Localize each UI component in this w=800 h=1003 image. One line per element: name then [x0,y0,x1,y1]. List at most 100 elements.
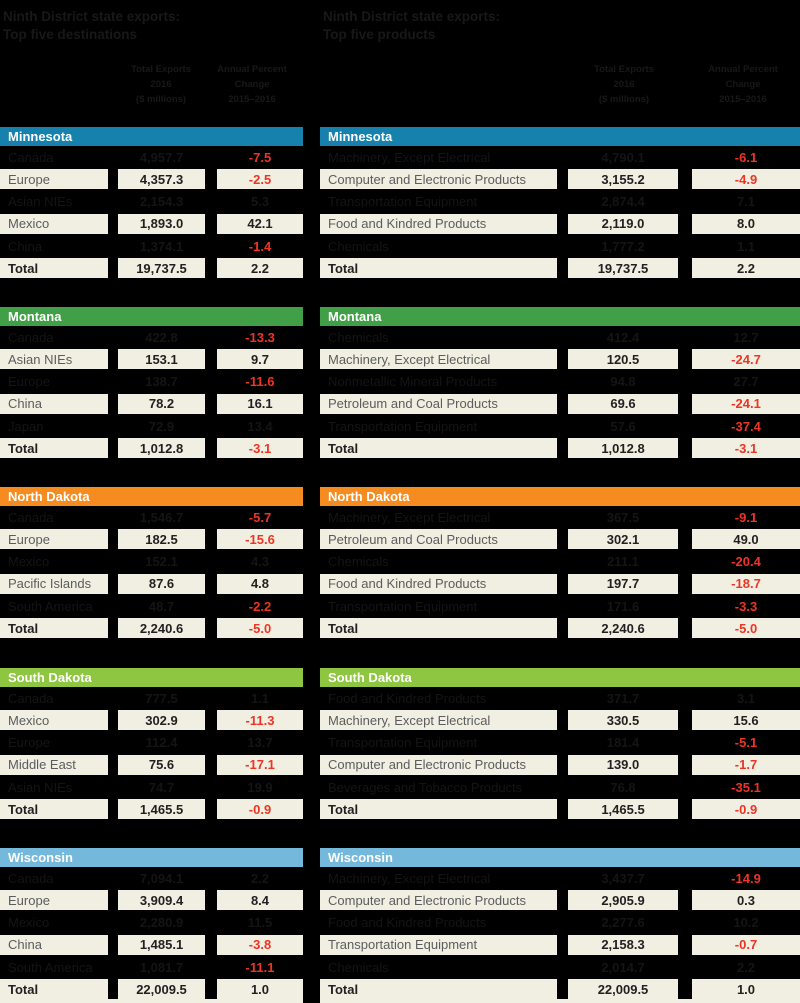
export-value: 1,012.8 [118,438,205,459]
product-label: Chemicals [328,329,389,345]
table-row: China 78.2 16.1 [0,393,303,414]
percent-change: -7.5 [248,149,272,165]
export-value: 1,777.2 [601,238,645,254]
percent-change: -3.8 [217,934,303,955]
destination-label: Europe [8,374,50,390]
percent-change: 8.4 [217,890,303,911]
export-value: 78.2 [118,393,205,414]
percent-change: 11.5 [247,915,273,931]
percent-change: 12.7 [733,329,759,345]
export-value: 422.8 [145,329,178,345]
destinations-table-title: Ninth District state exports: Top five d… [3,8,180,44]
export-value: 7,094.1 [139,870,184,886]
total-row: Total 2,240.6 -5.0 [0,618,303,639]
percent-change: 1.0 [692,979,800,1000]
title-line: Top five destinations [3,27,138,43]
column-header-total-exports: Total Exports 2016 ($ millions) [100,62,222,108]
percent-change: -0.7 [692,934,800,955]
product-label: Transportation Equipment [328,598,478,614]
header-line: 2015–2016 [228,94,276,106]
percent-change: 8.0 [692,213,800,234]
product-label: Food and Kindred Products [320,573,557,594]
export-value: 171.6 [606,598,640,614]
percent-change: -0.9 [692,799,800,820]
percent-change: -0.9 [217,799,303,820]
state-header: North Dakota [0,487,303,506]
export-value: 181.4 [606,735,640,751]
percent-change: -11.3 [217,710,303,731]
percent-change: -24.7 [692,349,800,370]
header-line: ($ millions) [598,94,650,106]
table-row: Petroleum and Coal Products 302.1 49.0 [320,529,800,550]
percent-change: -3.1 [217,438,303,459]
product-label: Computer and Electronic Products [320,169,557,190]
export-value: 182.5 [118,529,205,550]
table-row: Computer and Electronic Products 139.0 -1.… [320,754,800,775]
state-block-montana: Montana Chemicals 412.4 12.7 Machinery, Exce… [320,307,800,461]
destination-label: Canada [8,329,54,345]
percent-change: -17.1 [217,754,303,775]
export-value: 76.8 [610,779,636,795]
percent-change: -37.4 [731,418,761,434]
product-label: Machinery, Except Electrical [320,349,557,370]
state-header: Minnesota [320,127,800,146]
header-line: Change [725,79,761,91]
destination-label: Mexico [0,213,108,234]
state-header: South Dakota [320,668,800,687]
export-value: 371.7 [606,690,640,706]
export-value: 330.5 [568,710,678,731]
percent-change: -3.3 [734,598,758,614]
export-value: 367.5 [606,509,640,525]
product-label: Petroleum and Coal Products [320,529,557,550]
export-value: 94.8 [610,374,636,390]
export-value: 302.9 [118,710,205,731]
table-row: Japan 72.9 13.4 [0,416,303,436]
header-line: Annual Percent [708,64,778,75]
export-value: 211.1 [607,554,639,570]
total-row: Total 22,009.5 1.0 [0,979,303,1000]
total-row: Total 22,009.5 1.0 [320,979,800,1000]
table-row: Food and Kindred Products 371.7 3.1 [320,688,800,708]
table-row: Food and Kindred Products 2,119.0 8.0 [320,213,800,234]
table-row: Asian NIEs 74.7 19.9 [0,777,303,797]
destination-label: Asian NIEs [0,349,108,370]
destination-label: South America [8,598,93,614]
destination-label: Europe [8,735,50,751]
table-row: Petroleum and Coal Products 69.6 -24.1 [320,393,800,414]
destination-label: Total [0,258,108,279]
percent-change: -4.9 [692,169,800,190]
title-line: Top five products [323,27,436,43]
table-row: Middle East 75.6 -17.1 [0,754,303,775]
export-value: 2,119.0 [568,213,678,234]
export-value: 22,009.5 [118,979,205,1000]
table-row: Computer and Electronic Products 2,905.9 0… [320,890,800,911]
footer-strip [0,999,303,1003]
percent-change: -2.2 [248,598,272,614]
product-label: Food and Kindred Products [320,213,557,234]
total-row: Total 2,240.6 -5.0 [320,618,800,639]
export-value: 4,957.7 [139,149,184,165]
table-row: Canada 7,094.1 2.2 [0,868,303,888]
export-value: 2,874.4 [601,194,645,210]
percent-change: 27.7 [733,374,759,390]
product-label: Chemicals [328,554,389,570]
export-value: 1,485.1 [118,934,205,955]
export-value: 75.6 [118,754,205,775]
export-value: 87.6 [118,573,205,594]
table-row: Canada 777.5 1.1 [0,688,303,708]
title-line: Ninth District state exports: [323,9,501,24]
percent-change: 19.9 [247,779,273,795]
percent-change: 42.1 [217,213,303,234]
product-label: Chemicals [328,959,389,975]
products-table-title: Ninth District state exports: Top five p… [323,8,500,44]
destination-label: Mexico [0,710,108,731]
product-label: Chemicals [328,238,389,254]
column-header-percent-change: Annual Percent Change 2015–2016 [680,62,800,108]
products-table: Ninth District state exports: Top five p… [320,0,800,1003]
table-row: Machinery, Except Electrical 4,790.1 -6.1 [320,147,800,167]
table-row: Mexico 2,280.9 11.5 [0,913,303,933]
export-value: 120.5 [568,349,678,370]
table-row: Canada 1,546.7 -5.7 [0,507,303,527]
destination-label: Pacific Islands [0,573,108,594]
product-label: Total [320,618,557,639]
